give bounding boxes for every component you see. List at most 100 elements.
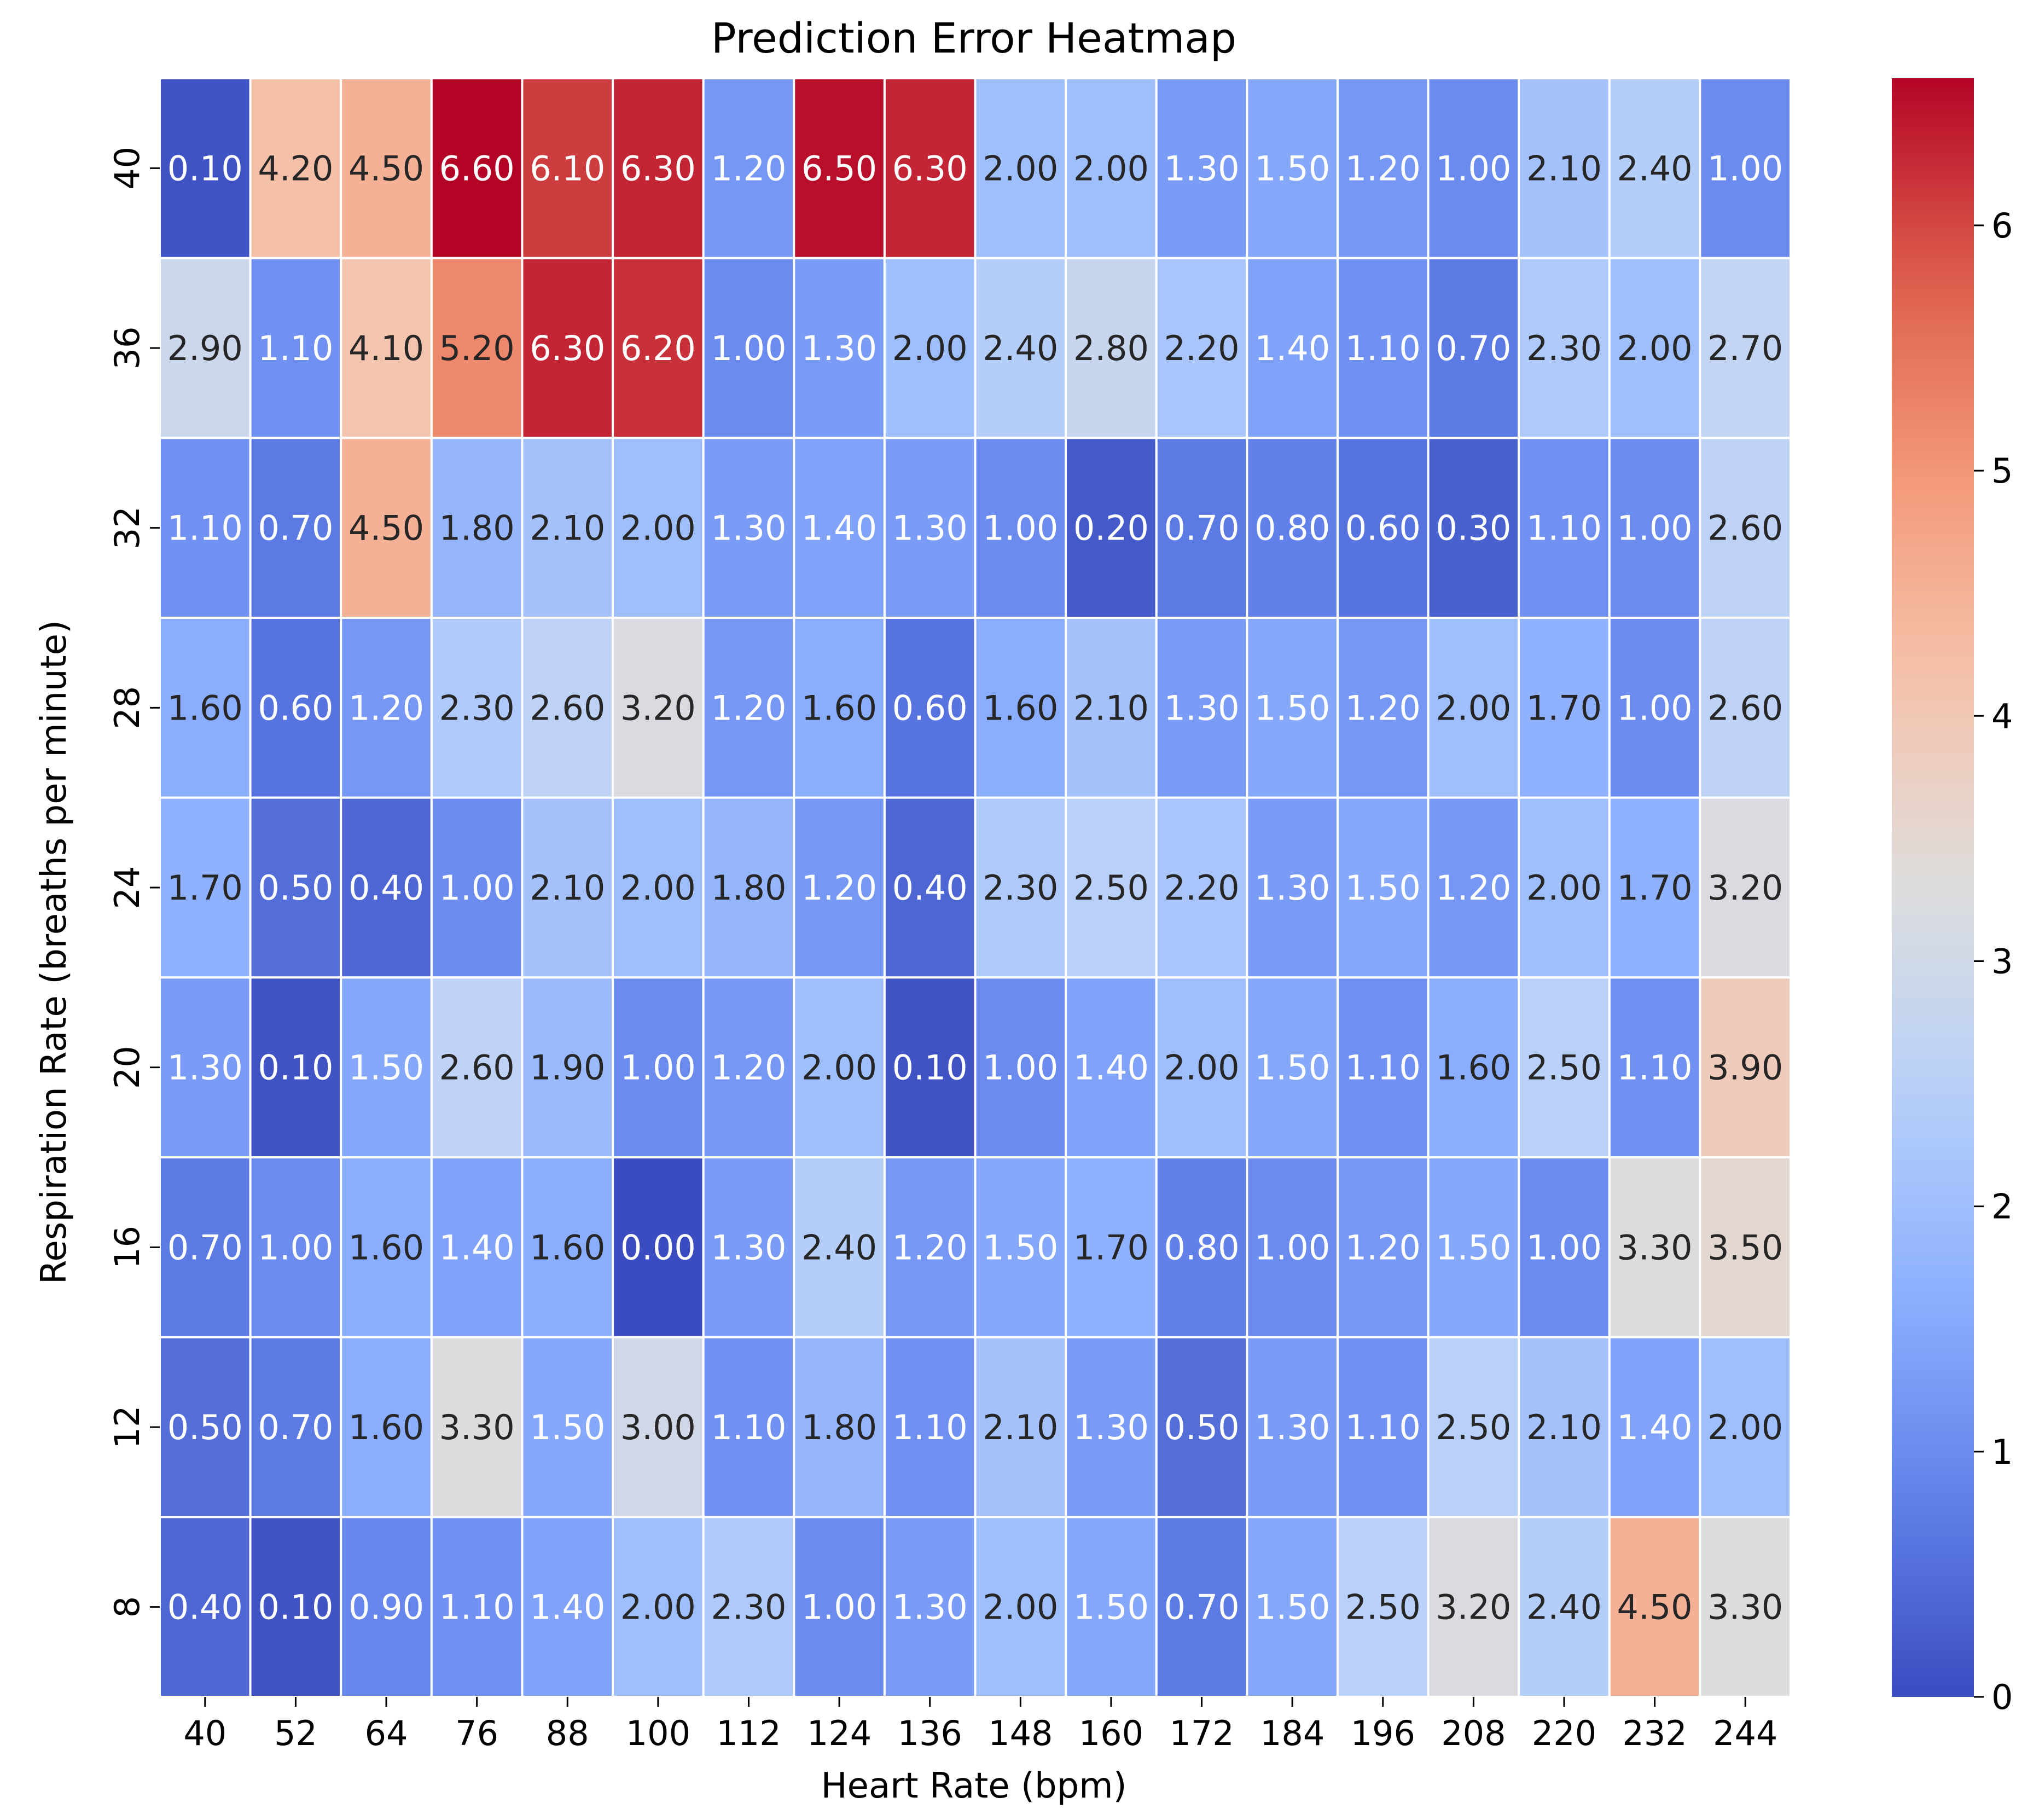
heatmap-cell: [159, 77, 252, 259]
colorbar-tick-label: 3: [1991, 941, 2013, 981]
heatmap-cell: [1336, 437, 1430, 619]
x-tick-label: 88: [546, 1713, 589, 1753]
cell-value-label: 2.90: [167, 328, 243, 368]
cell-value-label: 2.40: [1617, 148, 1693, 188]
heatmap-cell: [1065, 796, 1158, 979]
heatmap-cell: [1336, 976, 1430, 1159]
heatmap-cell: [1155, 1156, 1248, 1338]
cell-value-label: 2.30: [711, 1587, 786, 1627]
heatmap-cell: [793, 1156, 886, 1338]
cell-value-label: 1.20: [1436, 868, 1511, 908]
cell-value-label: 2.40: [983, 328, 1058, 368]
heatmap-cell: [974, 257, 1067, 439]
heatmap-cell: [1699, 617, 1792, 799]
heatmap-cell: [793, 1516, 886, 1698]
x-tick-label: 112: [716, 1713, 781, 1753]
heatmap-cell: [340, 796, 433, 979]
cell-value-label: 1.50: [983, 1227, 1058, 1267]
heatmap-cell: [249, 77, 342, 259]
colorbar-ticks: 0 1 2 3 4 5 6: [1974, 206, 2013, 1717]
x-tick-label: 124: [807, 1713, 872, 1753]
cell-value-label: 1.60: [167, 688, 243, 728]
cell-value-label: 0.60: [1345, 508, 1421, 548]
cell-value-label: 1.40: [1073, 1048, 1149, 1088]
heatmap-cell: [1518, 1156, 1611, 1338]
heatmap-cell: [1065, 257, 1158, 439]
cell-value-label: 6.20: [620, 328, 696, 368]
heatmap-cell: [340, 257, 433, 439]
heatmap-cell: [974, 1156, 1067, 1338]
cell-value-label: 2.10: [983, 1407, 1058, 1447]
cell-value-label: 1.20: [801, 868, 877, 908]
heatmap-cell: [702, 257, 795, 439]
heatmap-cell: [1155, 1516, 1248, 1698]
cell-value-label: 1.00: [1617, 688, 1693, 728]
cell-value-label: 0.70: [167, 1227, 243, 1267]
cell-value-label: 1.00: [1617, 508, 1693, 548]
heatmap-cell: [1246, 437, 1339, 619]
cell-value-label: 3.20: [1436, 1587, 1511, 1627]
cell-value-label: 1.00: [1254, 1227, 1330, 1267]
heatmap-cell: [1427, 796, 1520, 979]
colorbar-tick-label: 4: [1991, 696, 2013, 736]
heatmap-cell: [159, 1516, 252, 1698]
cell-value-label: 2.30: [439, 688, 515, 728]
heatmap-cell: [249, 1336, 342, 1518]
x-tick-label: 244: [1713, 1713, 1777, 1753]
heatmap-cell: [1155, 1336, 1248, 1518]
cell-value-label: 2.00: [983, 1587, 1058, 1627]
cell-value-label: 1.70: [1526, 688, 1602, 728]
heatmap-cell: [612, 1336, 705, 1518]
cell-value-label: 2.00: [1617, 328, 1693, 368]
cell-value-label: 1.60: [348, 1227, 424, 1267]
cell-value-label: 2.00: [620, 868, 696, 908]
cell-value-label: 3.30: [439, 1407, 515, 1447]
cell-value-label: 0.40: [167, 1587, 243, 1627]
cell-value-label: 1.20: [711, 688, 786, 728]
x-tick-label: 172: [1169, 1713, 1234, 1753]
cell-value-label: 1.40: [801, 508, 877, 548]
heatmap-cell: [159, 976, 252, 1159]
cell-value-label: 2.00: [620, 508, 696, 548]
cell-value-label: 1.00: [711, 328, 786, 368]
heatmap-cell: [521, 1336, 614, 1518]
heatmap-cell: [1065, 1516, 1158, 1698]
cell-value-label: 4.50: [348, 508, 424, 548]
x-tick-label: 196: [1351, 1713, 1415, 1753]
heatmap-cell: [612, 976, 705, 1159]
cell-value-label: 1.10: [439, 1587, 515, 1627]
heatmap-cell: [793, 976, 886, 1159]
x-tick-label: 64: [365, 1713, 408, 1753]
cell-value-label: 1.50: [1254, 148, 1330, 188]
cell-value-label: 1.60: [530, 1227, 605, 1267]
cell-value-label: 1.60: [983, 688, 1058, 728]
cell-value-label: 6.10: [530, 148, 605, 188]
y-tick-label: 28: [107, 686, 147, 729]
heatmap-cell: [974, 77, 1067, 259]
heatmap-cell: [430, 796, 524, 979]
cell-value-label: 0.80: [1164, 1227, 1240, 1267]
cell-value-label: 1.30: [711, 508, 786, 548]
cell-value-label: 1.20: [348, 688, 424, 728]
x-tick-label: 184: [1260, 1713, 1325, 1753]
cell-value-label: 0.10: [167, 148, 243, 188]
heatmap-cell: [1427, 976, 1520, 1159]
y-tick-label: 12: [107, 1406, 147, 1449]
cell-value-label: 1.00: [801, 1587, 877, 1627]
x-tick-label: 148: [988, 1713, 1053, 1753]
heatmap-cell: [521, 617, 614, 799]
cell-value-label: 0.50: [1164, 1407, 1240, 1447]
y-tick-label: 8: [107, 1596, 147, 1618]
cell-value-label: 1.60: [1436, 1048, 1511, 1088]
y-tick-label: 24: [107, 866, 147, 909]
heatmap-cell: [1336, 1156, 1430, 1338]
cell-value-label: 2.60: [439, 1048, 515, 1088]
heatmap-cell: [1699, 77, 1792, 259]
heatmap-cell: [159, 796, 252, 979]
cell-value-label: 3.30: [1707, 1587, 1783, 1627]
x-tick-label: 160: [1079, 1713, 1143, 1753]
cell-value-label: 1.50: [1254, 688, 1330, 728]
heatmap-cell: [974, 617, 1067, 799]
cell-value-label: 1.10: [892, 1407, 968, 1447]
heatmap-cell: [1155, 976, 1248, 1159]
